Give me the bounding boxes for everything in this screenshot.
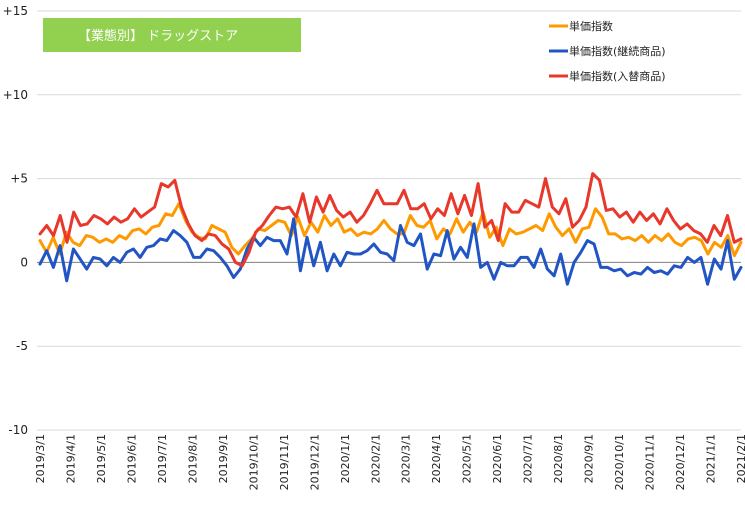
x-tick-label: 2019/7/1 <box>156 434 169 483</box>
y-tick-label: +10 <box>3 88 28 102</box>
series-lines <box>38 172 743 286</box>
x-tick-label: 2020/9/1 <box>583 434 596 483</box>
x-tick-label: 2020/8/1 <box>552 434 565 483</box>
series-line-3 <box>38 172 743 268</box>
x-tick-label: 2019/11/1 <box>278 434 291 490</box>
x-tick-label: 2019/9/1 <box>217 434 230 483</box>
x-tick-label: 2019/3/1 <box>34 434 47 483</box>
x-tick-label: 2021/2/1 <box>735 434 745 483</box>
y-tick-label: +15 <box>3 4 28 18</box>
x-tick-label: 2019/12/1 <box>308 434 321 490</box>
x-tick-label: 2020/2/1 <box>369 434 382 483</box>
legend-label: 単価指数(入替商品) <box>569 69 666 83</box>
x-tick-label: 2020/10/1 <box>613 434 626 490</box>
gridlines <box>37 10 741 431</box>
x-tick-label: 2020/4/1 <box>430 434 443 483</box>
y-tick-label: -10 <box>8 423 28 437</box>
chart-title: 【業態別】 ドラッグストア <box>78 28 238 44</box>
x-tick-label: 2020/5/1 <box>461 434 474 483</box>
chart-title-badge: 【業態別】 ドラッグストア <box>43 18 301 52</box>
x-tick-label: 2020/1/1 <box>339 434 352 483</box>
y-tick-label: 0 <box>20 255 28 269</box>
x-tick-label: 2020/3/1 <box>400 434 413 483</box>
x-tick-label: 2020/6/1 <box>491 434 504 483</box>
x-tick-label: 2020/7/1 <box>522 434 535 483</box>
x-tick-labels: 2019/3/1 2019/4/1 2019/5/1 2019/6/1 2019/7/1… <box>34 434 745 490</box>
x-tick-label: 2019/5/1 <box>95 434 108 483</box>
series-line-1 <box>38 202 743 258</box>
y-tick-labels: +15 +10 +5 0 -5 -10 <box>3 4 28 437</box>
y-tick-label: +5 <box>10 172 28 186</box>
legend-label: 単価指数(継続商品) <box>569 44 666 58</box>
x-tick-label: 2020/11/1 <box>644 434 657 490</box>
x-tick-label: 2019/8/1 <box>186 434 199 483</box>
x-tick-label: 2019/10/1 <box>247 434 260 490</box>
y-tick-label: -5 <box>16 339 28 353</box>
x-tick-label: 2019/4/1 <box>64 434 77 483</box>
title-badge-background <box>43 18 301 52</box>
legend-label: 単価指数 <box>569 19 613 33</box>
series-line-2 <box>38 217 743 286</box>
x-tick-label: 2019/6/1 <box>125 434 138 483</box>
x-tick-label: 2021/1/1 <box>705 434 718 483</box>
x-tick-label: 2020/12/1 <box>674 434 687 490</box>
